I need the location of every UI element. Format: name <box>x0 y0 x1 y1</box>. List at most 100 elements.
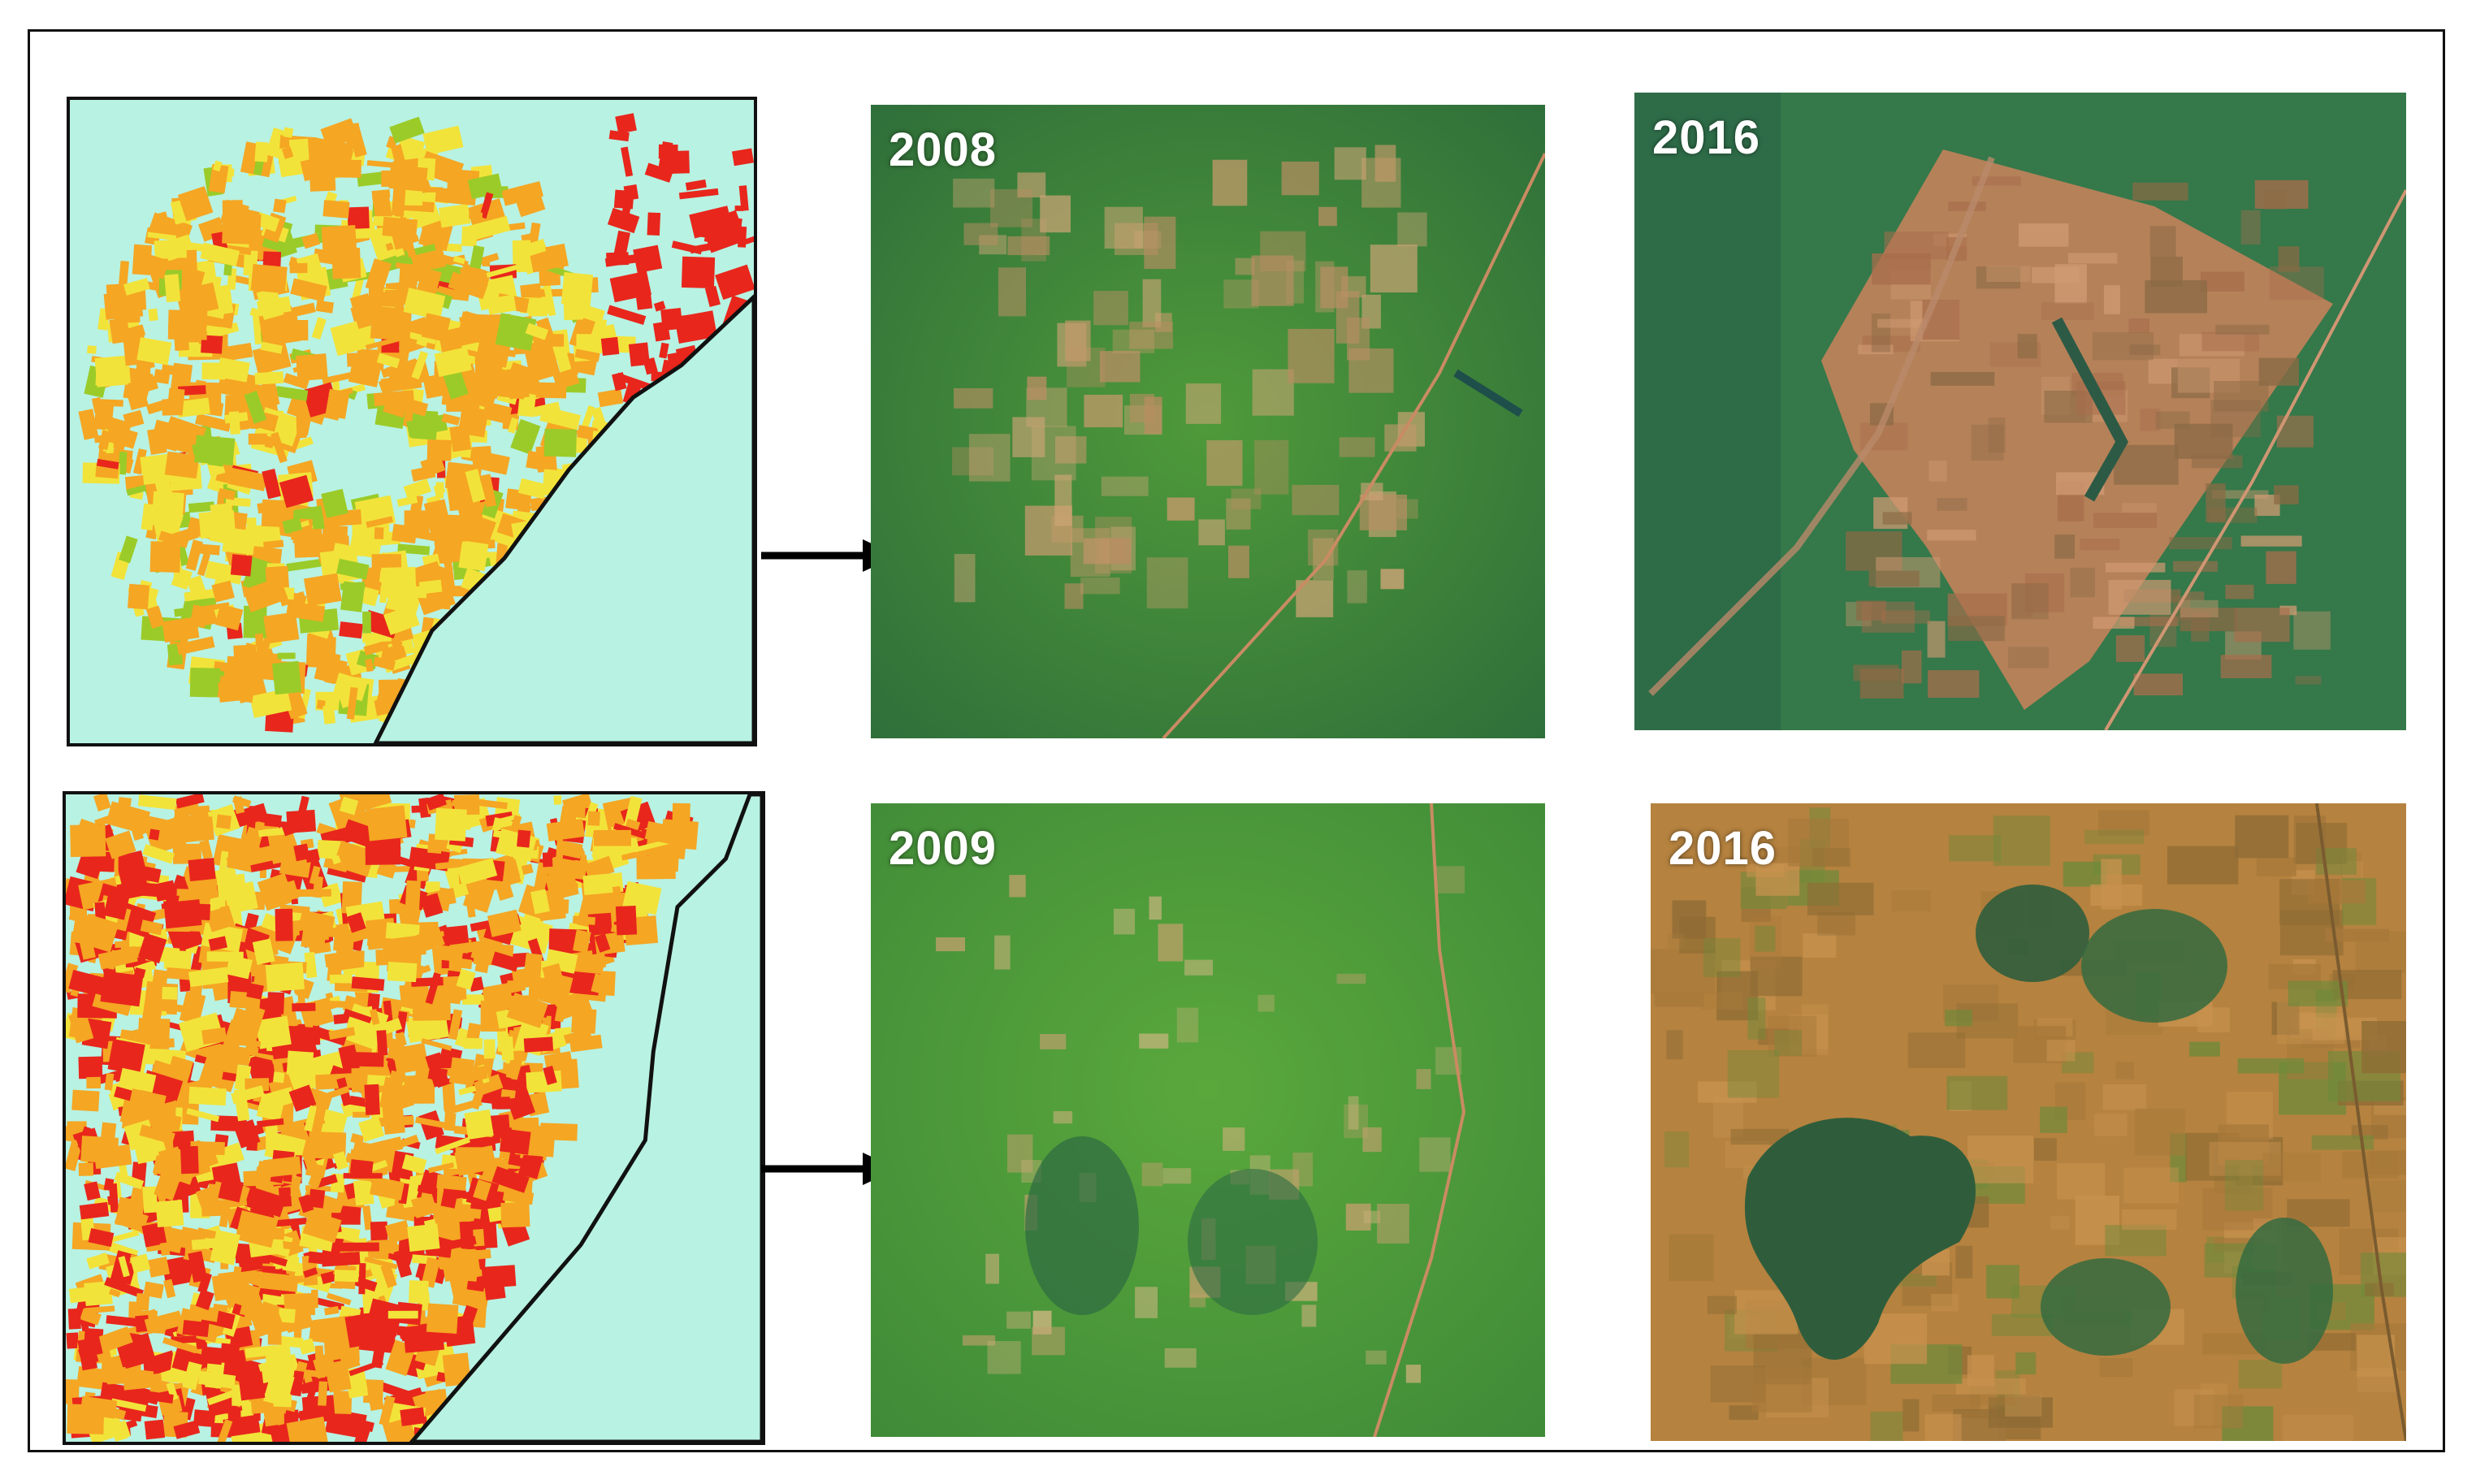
field-patch <box>2262 1153 2321 1182</box>
map-patch <box>239 1284 261 1317</box>
field-patch <box>2222 1406 2274 1441</box>
map-patch <box>96 458 119 469</box>
map-patch <box>310 1025 348 1046</box>
map-patch <box>188 501 215 513</box>
map-patch <box>369 1009 380 1025</box>
field-patch <box>1101 538 1125 564</box>
map-patch <box>128 583 150 610</box>
map-patch <box>86 1076 102 1089</box>
field-patch <box>1708 1296 1737 1314</box>
field-patch <box>1703 938 1741 977</box>
field-patch <box>1176 1007 1199 1043</box>
field-patch <box>1142 279 1162 327</box>
field-patch <box>1667 932 1685 949</box>
map-patch <box>458 1084 480 1096</box>
map-patch <box>479 192 494 219</box>
field-patch <box>2234 608 2290 642</box>
map-patch <box>162 986 178 1000</box>
field-patch <box>1139 1033 1169 1049</box>
map-patch <box>296 414 307 439</box>
map-patch <box>463 1037 483 1049</box>
field-patch <box>1318 206 1337 227</box>
field-patch <box>1750 956 1803 997</box>
map-patch <box>474 356 503 387</box>
map-patch <box>465 1023 482 1043</box>
map-patch <box>219 1210 230 1228</box>
map-patch <box>104 1072 115 1091</box>
map-patch <box>277 652 296 660</box>
map-patch <box>387 962 418 983</box>
map-patch <box>367 1388 384 1411</box>
field-patch <box>1158 924 1184 962</box>
field-patch <box>1654 992 1704 1007</box>
map-patch <box>376 860 397 879</box>
map-patch <box>215 1419 233 1442</box>
coastline <box>373 294 754 743</box>
map-patch <box>393 1248 413 1278</box>
map-patch <box>406 413 448 438</box>
map-patch <box>517 1151 543 1179</box>
field-patch <box>2293 611 2331 650</box>
map-patch <box>290 1175 302 1197</box>
map-patch <box>435 807 467 842</box>
map-patch <box>401 1154 427 1175</box>
field-patch <box>1768 1015 1817 1057</box>
map-patch <box>200 543 220 556</box>
field-patch <box>1774 1030 1803 1057</box>
map-patch <box>336 558 370 580</box>
field-patch <box>1988 418 2006 453</box>
map-patch <box>322 200 350 218</box>
map-patch <box>68 1010 94 1044</box>
map-patch <box>206 1389 238 1406</box>
map-patch <box>66 1332 80 1349</box>
satellite-image-2016-bottom-graphic <box>1651 803 2406 1441</box>
field-patch <box>1167 497 1195 521</box>
map-patch <box>479 474 497 508</box>
map-patch <box>278 1308 296 1323</box>
map-patch <box>217 1198 248 1209</box>
field-patch <box>2209 1141 2281 1176</box>
map-patch <box>674 310 718 344</box>
map-patch <box>340 582 366 591</box>
map-patch <box>466 1208 482 1219</box>
field-patch <box>2115 1062 2134 1079</box>
map-patch <box>138 1389 174 1404</box>
map-patch <box>358 1263 366 1295</box>
field-patch <box>1149 896 1162 920</box>
map-patch <box>495 880 514 902</box>
map-patch <box>186 249 197 279</box>
map-patch <box>587 811 600 826</box>
field-patch <box>1370 244 1418 293</box>
map-patch <box>334 1270 359 1283</box>
field-patch <box>2215 324 2270 335</box>
map-patch <box>467 173 503 200</box>
map-patch <box>147 1256 171 1278</box>
field-patch <box>2101 859 2122 910</box>
field-patch <box>1093 291 1128 326</box>
map-patch <box>130 1253 151 1274</box>
field-patch <box>1877 318 1927 328</box>
map-patch <box>214 604 244 631</box>
map-patch <box>175 902 211 921</box>
map-patch <box>370 305 413 341</box>
map-patch <box>114 1206 149 1233</box>
map-patch <box>438 203 471 228</box>
map-patch <box>258 1271 299 1292</box>
map-patch <box>84 1280 113 1307</box>
field-patch <box>1993 816 2050 866</box>
map-patch <box>265 962 305 993</box>
field-patch <box>1144 216 1176 270</box>
field-patch <box>998 267 1026 317</box>
map-patch <box>308 1188 326 1209</box>
map-patch <box>454 1145 497 1177</box>
map-patch <box>224 343 253 361</box>
map-patch <box>286 1050 314 1076</box>
map-patch <box>173 1420 201 1439</box>
map-patch <box>559 1028 592 1045</box>
map-patch <box>93 794 111 811</box>
map-patch <box>351 1425 371 1442</box>
map-patch <box>236 1039 262 1048</box>
field-patch <box>2133 673 2183 696</box>
map-patch <box>330 318 376 357</box>
map-patch <box>288 1084 317 1112</box>
